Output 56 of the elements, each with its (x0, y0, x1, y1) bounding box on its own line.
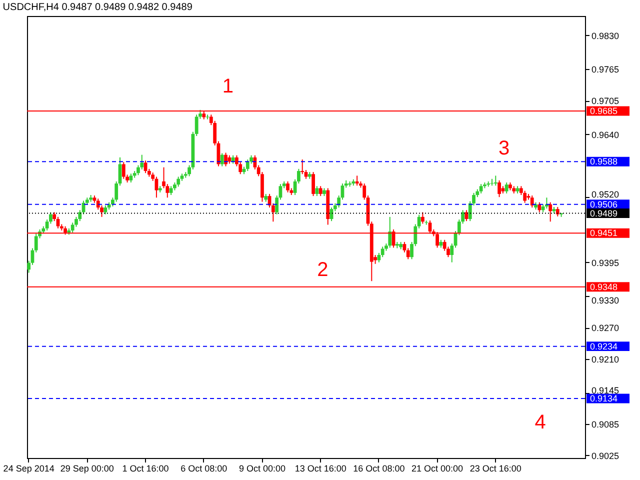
candlestick (498, 180, 501, 198)
candlestick (479, 184, 483, 194)
candlestick (315, 186, 319, 197)
y-tick-label: 0.9520 (592, 190, 620, 200)
candlestick (523, 190, 527, 204)
ref-line-label: 0.9134 (590, 394, 618, 404)
y-tick-label: 0.9765 (592, 64, 620, 75)
x-tick-label: 1 Oct 16:00 (122, 464, 169, 474)
candlestick (286, 180, 290, 193)
x-tick-label: 24 Sep 2014 (3, 464, 54, 474)
candlestick (530, 195, 534, 208)
x-tick-label: 6 Oct 08:00 (180, 464, 228, 474)
candlestick (318, 186, 322, 197)
ref-line-label: 0.9685 (590, 106, 618, 116)
candlestick (538, 202, 542, 213)
candlestick (220, 152, 224, 167)
candlestick (246, 159, 250, 172)
candlestick (312, 172, 315, 197)
y-tick-label: 0.9830 (592, 30, 620, 41)
ref-line-label: 0.9489 (590, 208, 618, 218)
y-tick-label: 0.9330 (592, 296, 620, 306)
chart-title: USDCHF,H4 0.9487 0.9489 0.9482 0.9489 (2, 2, 193, 13)
candlestick (176, 176, 180, 188)
x-tick-label: 21 Oct 00:00 (412, 464, 464, 474)
candlestick (355, 175, 359, 186)
x-tick-label: 9 Oct 00:00 (238, 464, 286, 474)
ref-line-label: 0.9506 (590, 199, 618, 210)
x-tick-label: 13 Oct 16:00 (294, 464, 346, 474)
x-tick-label: 29 Sep 00:00 (60, 464, 114, 474)
candlestick (421, 212, 424, 224)
y-tick-label: 0.9640 (592, 130, 620, 140)
candlestick (494, 175, 498, 186)
ref-line-label: 0.9234 (590, 341, 618, 352)
candlestick (548, 202, 552, 222)
candlestick (388, 216, 392, 248)
candlestick (504, 182, 508, 194)
y-tick-label: 0.9270 (592, 323, 620, 334)
annotation: 2 (317, 259, 328, 282)
ref-line-label: 0.9588 (590, 156, 618, 167)
y-tick-label: 0.9025 (592, 450, 620, 461)
y-tick-label: 0.9705 (592, 96, 620, 106)
y-tick-label: 0.9395 (592, 258, 620, 268)
annotation: 1 (222, 76, 234, 98)
candlestick (122, 162, 126, 180)
ref-line-label: 0.9451 (590, 228, 618, 238)
candlestick (56, 216, 60, 229)
candlestick (300, 159, 304, 175)
annotation: 3 (498, 138, 510, 160)
annotation: 4 (534, 412, 546, 434)
y-tick-label: 0.9085 (592, 420, 620, 430)
y-tick-label: 0.9210 (592, 354, 620, 364)
ref-line-label: 0.9348 (590, 282, 618, 292)
x-tick-label: 23 Oct 16:00 (470, 464, 522, 474)
x-tick-label: 16 Oct 08:00 (353, 464, 405, 474)
y-tick-label: 0.9145 (592, 385, 620, 396)
candlestick (556, 206, 560, 217)
